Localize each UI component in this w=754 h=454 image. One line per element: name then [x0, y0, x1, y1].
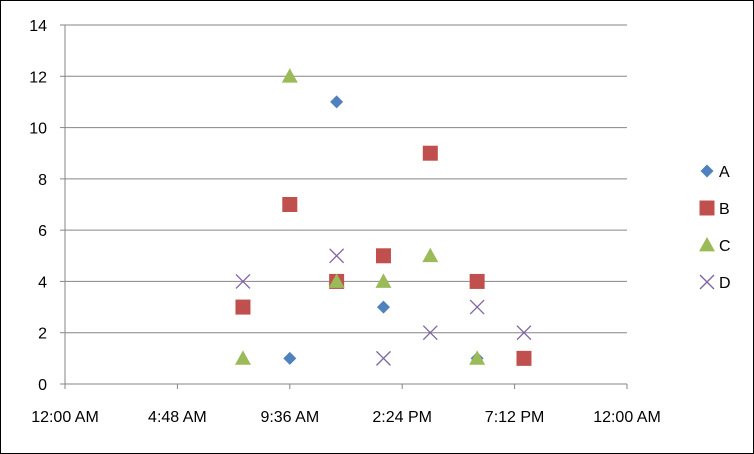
- data-point-c: [328, 273, 345, 288]
- data-point-c: [469, 350, 486, 365]
- data-point-c: [422, 247, 439, 263]
- data-point-d: [469, 299, 485, 315]
- y-tick-label: 8: [38, 172, 47, 189]
- y-tick-label: 6: [38, 223, 47, 240]
- data-point-b: [469, 273, 485, 289]
- legend-label-a: A: [719, 164, 730, 181]
- legend-marker-d: [699, 274, 715, 290]
- x-marker-stroke: [469, 299, 485, 315]
- data-point-a: [283, 351, 297, 365]
- axes: [60, 24, 628, 389]
- series-d: [235, 248, 532, 366]
- y-tick-label: 10: [29, 121, 47, 138]
- legend-label-b: B: [719, 201, 730, 218]
- data-point-d: [516, 325, 532, 341]
- x-tick-label: 9:36 AM: [260, 409, 319, 426]
- x-marker-stroke: [516, 325, 532, 341]
- data-point-c: [234, 350, 251, 365]
- data-point-c: [281, 68, 298, 83]
- data-point-b: [235, 299, 251, 315]
- legend-marker-b: [699, 200, 715, 216]
- grid-lines: [65, 24, 627, 334]
- y-tick-label: 2: [38, 326, 47, 343]
- y-tick-label: 4: [38, 274, 47, 291]
- data-point-b: [282, 197, 298, 212]
- series-c: [234, 68, 486, 365]
- data-point-a: [376, 300, 390, 314]
- legend-marker-a: [700, 164, 714, 178]
- x-marker-stroke: [699, 274, 715, 290]
- legend: A B C D: [699, 164, 731, 292]
- data-point-b: [422, 145, 438, 161]
- x-marker-stroke: [376, 350, 391, 366]
- y-tick-label: 0: [38, 377, 47, 394]
- x-tick-label: 4:48 AM: [148, 409, 207, 426]
- x-tick-label: 7:12 PM: [485, 409, 545, 426]
- data-point-d: [235, 273, 251, 289]
- x-tick-label: 2:24 PM: [372, 409, 432, 426]
- y-tick-label: 12: [29, 69, 47, 86]
- x-tick-label: 12:00 AM: [31, 409, 99, 426]
- data-point-b: [516, 350, 532, 366]
- data-point-d: [376, 350, 391, 366]
- data-point-d: [329, 248, 345, 264]
- legend-marker-c: [699, 237, 715, 252]
- tick-labels: 0 2 4 6 8 10 12 14 12:00 AM 4:48 AM 9:36 AM 2:24 PM…: [29, 18, 661, 426]
- data-point-a: [330, 95, 344, 109]
- x-marker-stroke: [235, 273, 251, 289]
- data-point-b: [375, 248, 391, 264]
- legend-label-c: C: [719, 238, 731, 255]
- data-markers: [234, 68, 532, 366]
- data-point-c: [375, 273, 392, 288]
- y-tick-label: 14: [29, 18, 47, 35]
- x-marker-stroke: [329, 248, 345, 264]
- x-tick-label: 12:00 AM: [593, 409, 661, 426]
- data-point-d: [422, 325, 438, 341]
- x-marker-stroke: [422, 325, 438, 341]
- legend-label-d: D: [719, 275, 731, 292]
